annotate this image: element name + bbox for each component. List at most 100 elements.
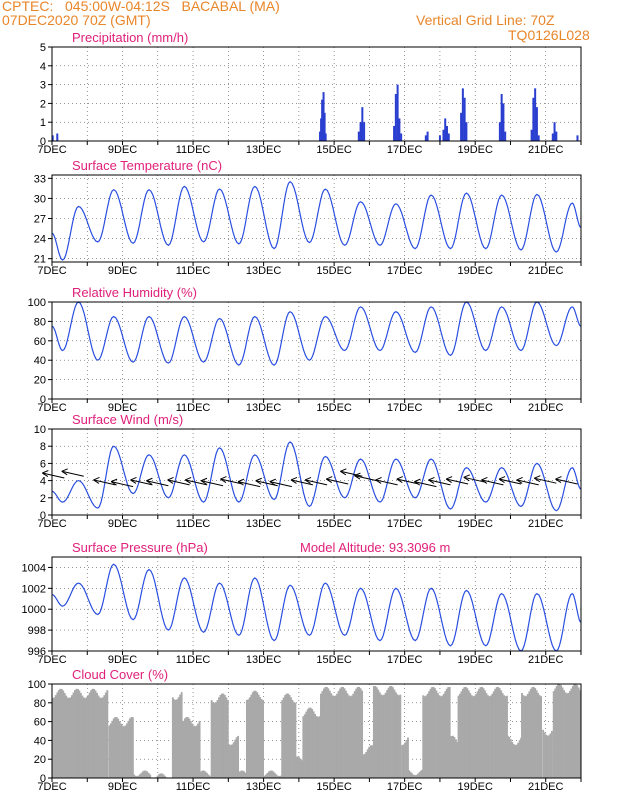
- cloud-bar: [322, 688, 325, 778]
- cloud-bar: [234, 739, 237, 778]
- x-tick-label: 7DEC: [37, 518, 66, 530]
- wind-arrow-head: [498, 476, 506, 483]
- cloud-bar: [87, 695, 90, 778]
- wind-arrow-head: [304, 476, 312, 484]
- cloud-bar: [128, 718, 131, 778]
- cloud-bar: [574, 684, 577, 778]
- cloud-bar: [476, 691, 479, 778]
- wind-arrow-shaft: [61, 470, 84, 477]
- cloud-bar: [315, 716, 318, 778]
- y-tick-label: 10: [34, 424, 46, 436]
- x-tick-label: 9DEC: [108, 654, 137, 666]
- cloud-bar: [93, 688, 96, 778]
- wind-arrow-head: [146, 477, 153, 485]
- wind-arrow-head: [42, 470, 49, 477]
- cloud-bar: [470, 695, 473, 778]
- cloud-bar: [268, 771, 270, 778]
- x-tick-label: 13DEC: [246, 402, 282, 414]
- series-line: [51, 301, 582, 366]
- cloud-bar: [371, 745, 374, 778]
- cloud-bar: [511, 741, 514, 778]
- cloud-bar: [218, 697, 220, 778]
- cloud-bar: [375, 687, 378, 778]
- cloud-bar: [85, 697, 88, 778]
- y-tick-label: 0: [40, 136, 46, 148]
- y-tick-label: 2: [40, 98, 46, 110]
- cloud-bar: [560, 685, 563, 778]
- x-tick-label: 7DEC: [37, 402, 66, 414]
- cloud-bar: [532, 686, 535, 778]
- x-tick-label: 9DEC: [108, 402, 137, 414]
- cloud-bar: [552, 691, 555, 778]
- series-line: [51, 180, 582, 261]
- cloud-bar: [162, 774, 165, 778]
- cloud-bar: [450, 736, 453, 778]
- cloud-bar: [425, 695, 428, 778]
- cloud-bar: [101, 697, 104, 778]
- wind-arrow-head: [167, 476, 174, 484]
- cloud-bar: [428, 691, 431, 778]
- cloud-bar: [448, 686, 451, 778]
- cloud-bar: [143, 770, 146, 778]
- precip-bar: [534, 88, 537, 141]
- cloud-bar: [454, 739, 457, 778]
- cloud-bar: [305, 711, 308, 778]
- cloud-bar: [62, 690, 65, 778]
- cloud-bar: [229, 745, 232, 778]
- cloud-bar: [266, 772, 269, 778]
- cloud-bar: [525, 695, 528, 778]
- cloud-bar: [512, 744, 515, 778]
- cloud-bar: [251, 692, 254, 778]
- x-tick-label: 11DEC: [176, 518, 211, 530]
- cloud-bar: [91, 688, 94, 778]
- cloud-bar: [467, 690, 470, 778]
- cloud-bar: [203, 770, 205, 778]
- x-tick-label: 11DEC: [176, 144, 211, 156]
- cloud-bar: [69, 697, 72, 778]
- cloud-bar: [281, 700, 284, 778]
- cloud-bar: [215, 702, 217, 778]
- cloud-bar: [318, 716, 321, 778]
- cloud-bar: [296, 756, 299, 778]
- cloud-bar: [65, 695, 68, 778]
- precip-bar: [426, 131, 429, 141]
- cloud-bar: [545, 734, 548, 778]
- cloud-bar: [509, 739, 512, 778]
- x-tick-label: 17DEC: [387, 654, 423, 666]
- wind-arrow-shaft: [516, 479, 539, 486]
- wind-arrow-head: [428, 476, 435, 484]
- wind-arrow-shaft: [167, 479, 190, 486]
- cloud-bar: [147, 772, 150, 778]
- cloud-bar: [551, 730, 553, 778]
- cloud-bar: [260, 699, 263, 778]
- cloud-bar: [378, 692, 381, 778]
- cloud-bar: [103, 695, 106, 778]
- x-tick-label: 21DEC: [528, 265, 564, 277]
- cloud-bar: [342, 686, 344, 778]
- cloud-bar: [394, 692, 397, 778]
- cloud-bar: [566, 693, 568, 778]
- cloud-bar: [409, 771, 412, 778]
- x-tick-label: 13DEC: [246, 144, 282, 156]
- wind-arrow-shaft: [396, 478, 419, 485]
- wind-arrow-head: [61, 468, 68, 476]
- cloud-bar: [191, 723, 194, 778]
- cloud-bar: [259, 697, 262, 778]
- x-tick-label: 15DEC: [316, 654, 352, 666]
- x-tick-label: 13DEC: [246, 654, 282, 666]
- cloud-bar: [522, 695, 525, 778]
- cloud-bar: [216, 700, 219, 778]
- cloud-bar: [197, 723, 200, 778]
- panel-5: 0 20 40 60 80 100 7DEC 9DEC 11DEC 13DEC 15DEC 17DEC…: [28, 667, 582, 793]
- cloud-bar: [488, 696, 491, 778]
- header-datetime: 07DEC2020 70Z (GMT): [2, 12, 151, 28]
- cloud-bar: [368, 746, 371, 778]
- y-tick-label: 2: [40, 493, 46, 505]
- cloud-bar: [273, 772, 276, 778]
- cloud-bar: [324, 687, 327, 778]
- precip-bar: [447, 133, 450, 141]
- cloud-bar: [333, 696, 336, 778]
- cloud-bar: [570, 688, 573, 778]
- panel-frame: [51, 301, 582, 400]
- cloud-bar: [327, 688, 330, 778]
